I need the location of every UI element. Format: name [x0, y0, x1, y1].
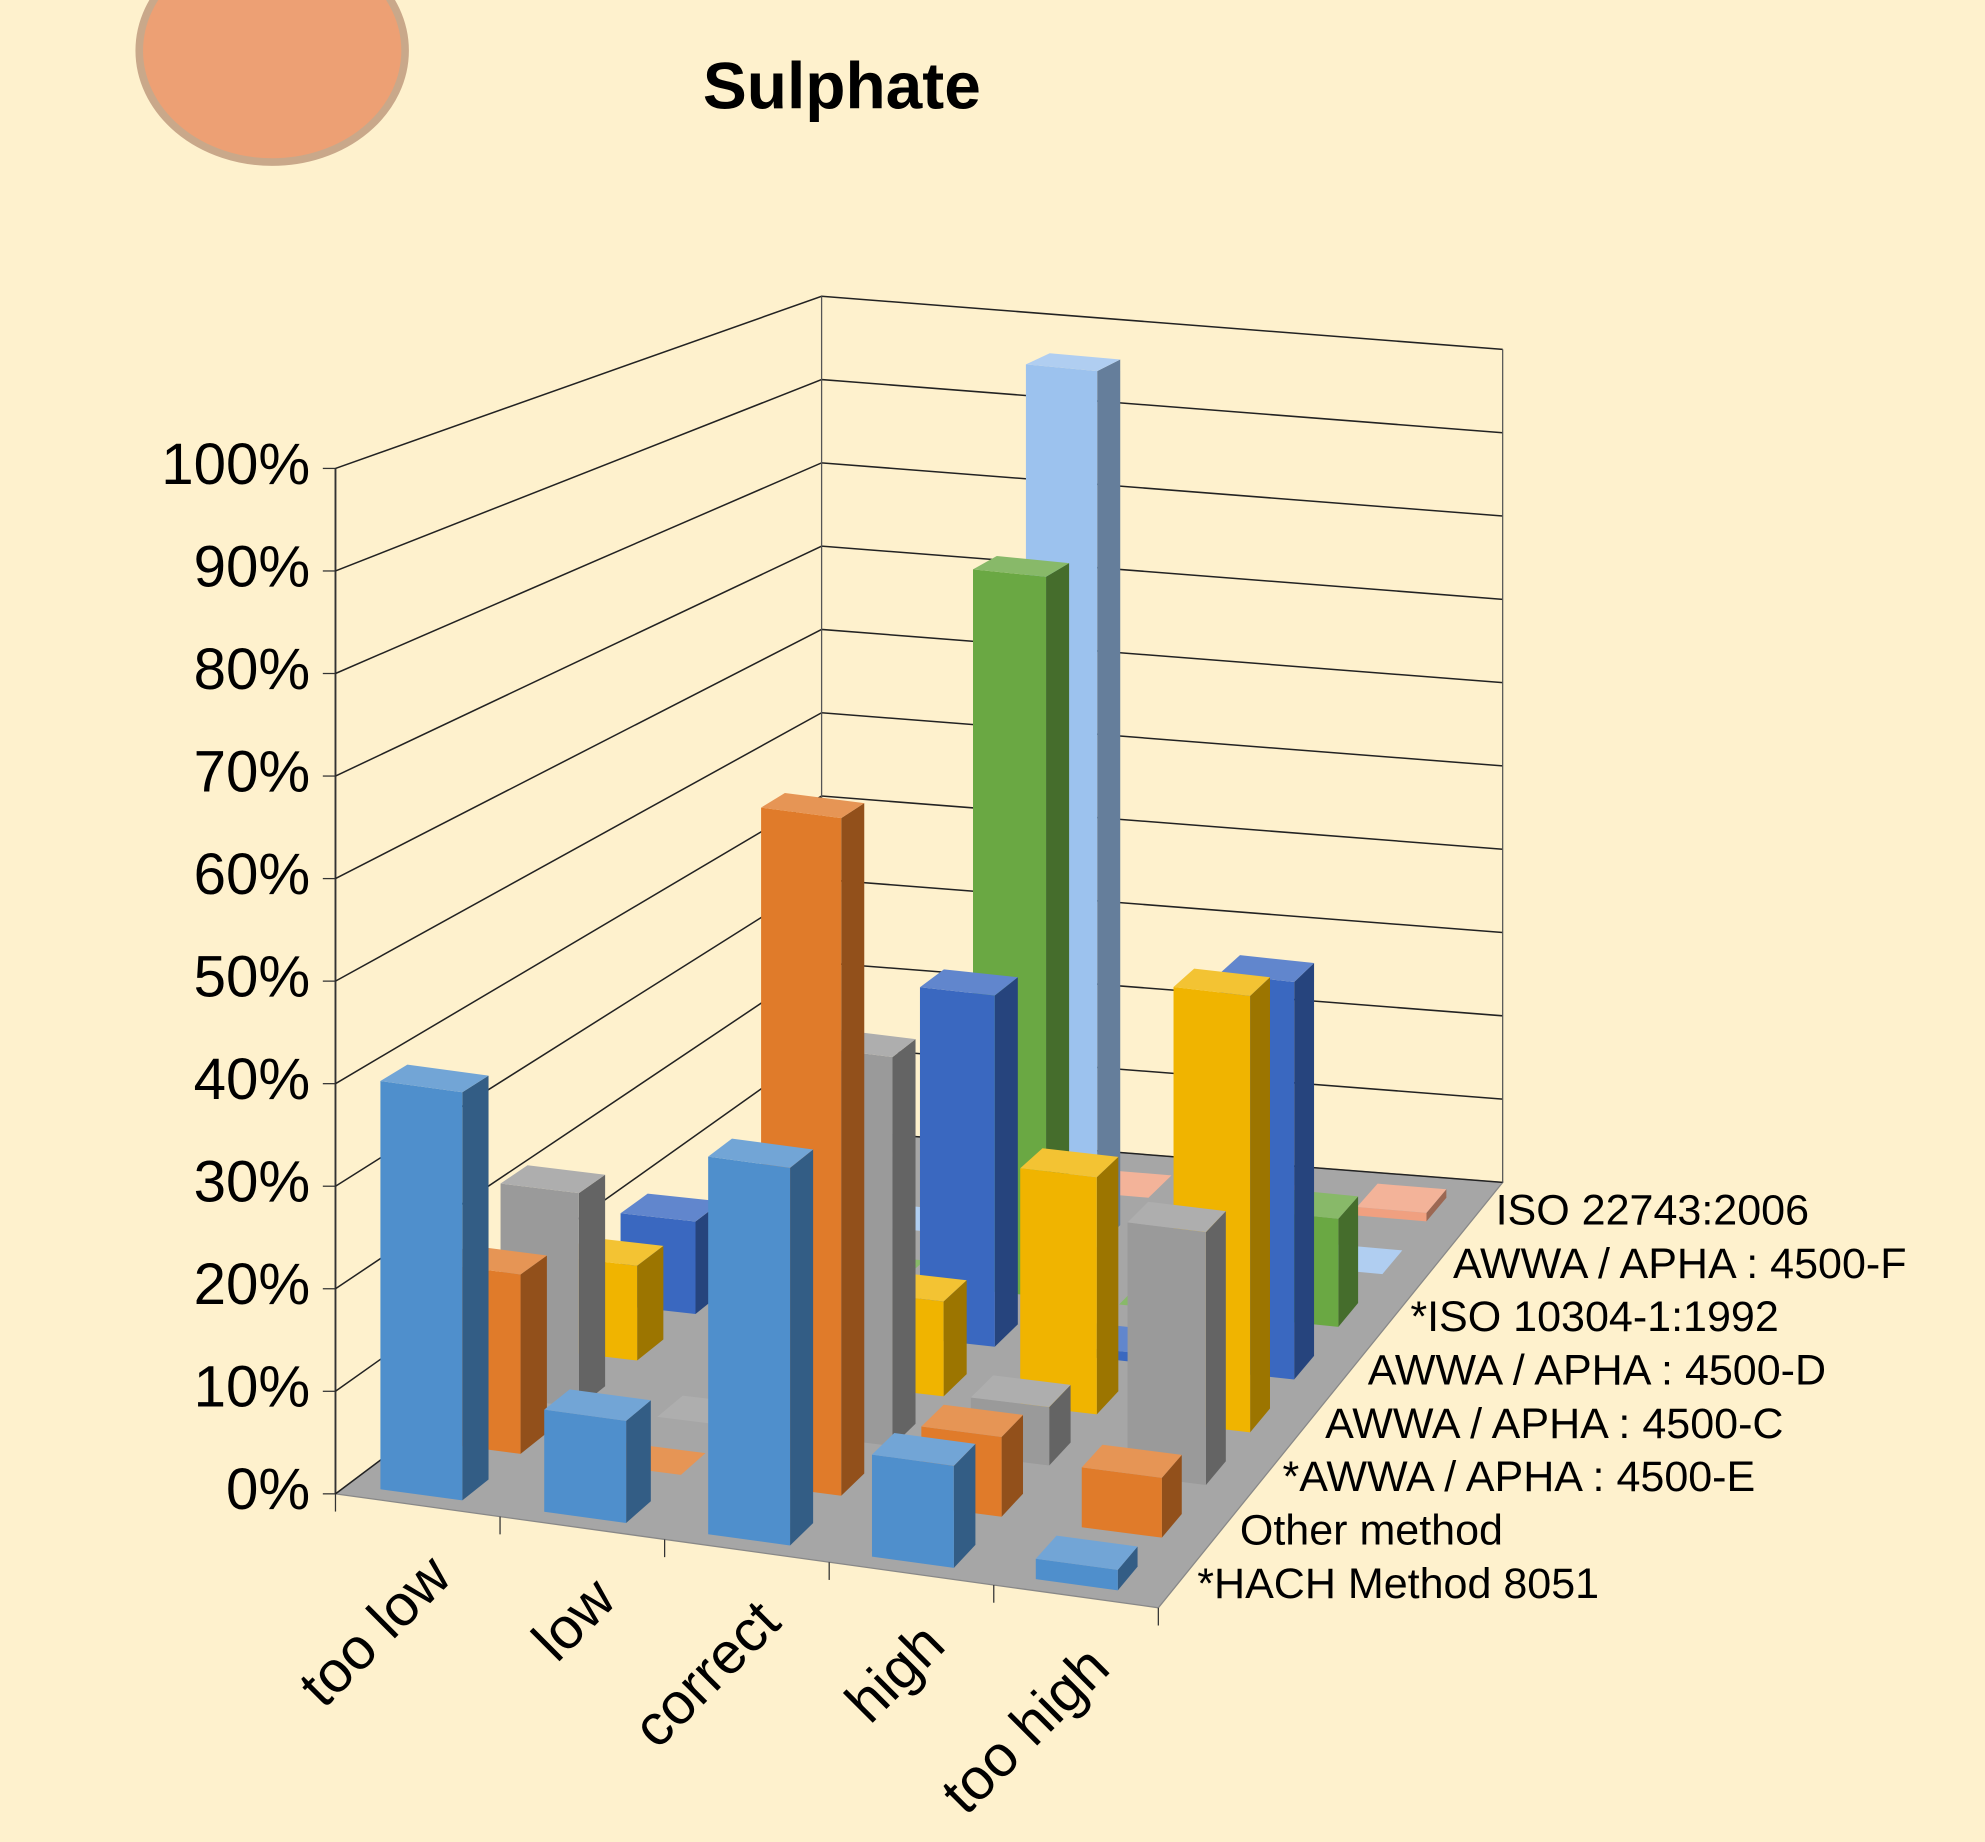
bar-side — [790, 1149, 814, 1546]
legend-label: ISO 22743:2006 — [1496, 1186, 1809, 1234]
bar-front — [544, 1409, 627, 1523]
decoration — [135, 0, 409, 166]
bar-side — [520, 1255, 547, 1454]
bar-side — [1338, 1196, 1359, 1327]
bar-side — [1097, 359, 1121, 1248]
bar-front — [1127, 1222, 1206, 1485]
bar-top — [970, 1375, 1071, 1408]
bar — [708, 1138, 814, 1546]
bar — [380, 1064, 489, 1501]
bar-side — [626, 1400, 651, 1523]
bar-side — [841, 803, 865, 1496]
bar-side — [892, 1039, 916, 1447]
y-tick-label: 90% — [194, 534, 311, 599]
legend-label: *AWWA / APHA : 4500-E — [1282, 1453, 1755, 1501]
bar — [1081, 1444, 1182, 1538]
bar-side — [1096, 1156, 1119, 1415]
bar-side — [578, 1174, 606, 1408]
bar-front — [708, 1156, 791, 1546]
bar-top — [544, 1389, 651, 1421]
y-tick-label: 0% — [226, 1457, 310, 1522]
bar-top — [500, 1165, 606, 1194]
bar — [871, 1432, 976, 1568]
bar-side — [1117, 1546, 1138, 1591]
bar-front — [1081, 1467, 1162, 1538]
bar-front — [1356, 1206, 1427, 1222]
bar-top — [1173, 968, 1270, 996]
bar-top — [919, 969, 1018, 996]
bar-top — [1035, 1535, 1138, 1570]
bar-side — [1250, 977, 1270, 1433]
bar-top — [921, 1404, 1024, 1437]
bar-top — [708, 1138, 814, 1168]
bar-top — [620, 1193, 722, 1222]
bar-side — [637, 1245, 664, 1361]
legend-label: AWWA / APHA : 4500-F — [1453, 1240, 1907, 1288]
y-tick-label: 80% — [194, 637, 311, 702]
bar-front — [1035, 1558, 1118, 1591]
y-tick-label: 70% — [194, 739, 311, 804]
bar — [1127, 1201, 1226, 1485]
y-tick-label: 20% — [194, 1252, 311, 1317]
y-tick-label: 40% — [194, 1047, 311, 1112]
bar — [1035, 1535, 1138, 1591]
legend-label: *ISO 10304-1:1992 — [1410, 1293, 1778, 1341]
bar-side — [1046, 563, 1070, 1298]
y-tick-label: 30% — [194, 1150, 311, 1215]
bar-side — [1294, 963, 1315, 1380]
bar — [973, 556, 1070, 1298]
bar-top — [1025, 353, 1121, 372]
bar-top — [380, 1064, 489, 1093]
legend-label: AWWA / APHA : 4500-C — [1325, 1400, 1783, 1448]
bar — [1356, 1183, 1447, 1222]
bar — [919, 969, 1018, 1347]
legend-label: AWWA / APHA : 4500-D — [1368, 1346, 1826, 1394]
grid-line — [335, 295, 1503, 470]
bar-side — [994, 977, 1018, 1347]
y-tick-label: 100% — [161, 432, 310, 497]
bar-front — [1020, 1168, 1097, 1415]
bar-top — [1127, 1201, 1226, 1233]
bar-front — [871, 1454, 954, 1568]
bar-front — [380, 1081, 463, 1501]
bar-side — [1161, 1454, 1182, 1538]
bar-side — [1001, 1414, 1024, 1517]
y-tick-label: 10% — [194, 1355, 311, 1420]
bar-top — [871, 1432, 976, 1466]
y-tick-label: 60% — [194, 842, 311, 907]
bar-side — [1205, 1211, 1226, 1485]
chart-title: Sulphate — [703, 49, 981, 123]
bar-top — [1020, 1148, 1119, 1178]
y-tick-label: 50% — [194, 945, 311, 1010]
bar-top — [761, 793, 865, 819]
bar — [544, 1389, 651, 1523]
legend-label: Other method — [1240, 1507, 1503, 1555]
bar-front — [919, 987, 995, 1347]
bar-side — [1049, 1384, 1071, 1466]
bar-top — [1081, 1444, 1182, 1478]
bar — [1020, 1148, 1119, 1415]
bar-side — [1426, 1189, 1447, 1222]
legend-label: *HACH Method 8051 — [1197, 1560, 1599, 1608]
bar-side — [943, 1280, 967, 1397]
bar-side — [953, 1443, 976, 1568]
bar-side — [462, 1075, 489, 1501]
bar-top — [1356, 1183, 1447, 1213]
bar-top — [973, 556, 1070, 577]
